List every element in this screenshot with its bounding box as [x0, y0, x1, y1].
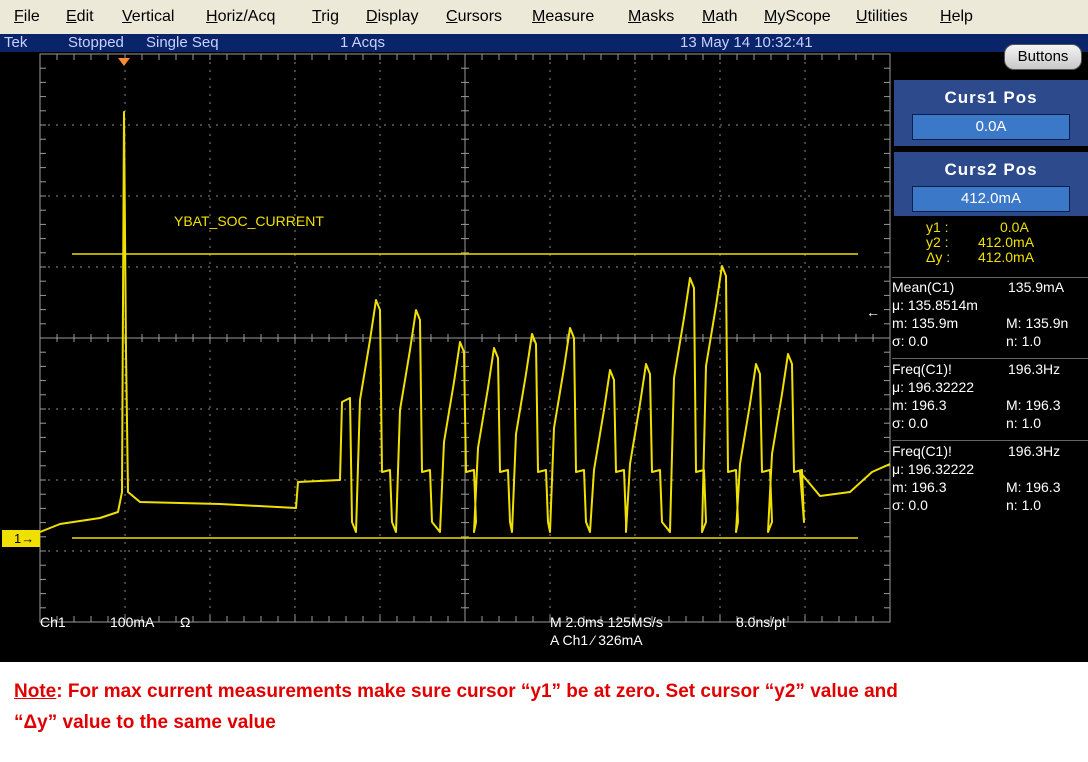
menu-myscope[interactable]: MyScope	[764, 8, 831, 25]
channel-label[interactable]: Ch1	[40, 614, 66, 630]
brand-label: Tek	[4, 34, 28, 51]
readout-label: y2 :	[926, 234, 949, 250]
meas-name: Mean(C1)	[892, 279, 955, 295]
curs1-title: Curs1 Pos	[944, 88, 1038, 107]
meas-max: M: 135.9n	[1006, 315, 1069, 331]
menu-horizacq[interactable]: Horiz/Acq	[206, 8, 276, 25]
note-text: Note: For max current measurements make …	[14, 676, 1074, 738]
meas-count: n: 1.0	[1006, 333, 1042, 349]
trace-label: YBAT_SOC_CURRENT	[174, 213, 324, 229]
meas-value: 196.3Hz	[1008, 443, 1061, 459]
curs1-pos-panel[interactable]: Curs1 Pos 0.0A	[894, 80, 1088, 146]
cursor-readout-row: y1 : 0.0A	[926, 220, 1034, 235]
ch1-ground-marker[interactable]: 1→	[2, 530, 40, 547]
meas-stddev: σ: 0.0	[892, 415, 928, 431]
readout-label: y1 :	[926, 219, 949, 235]
curs2-value-field[interactable]: 412.0mA	[912, 186, 1070, 212]
menu-measure[interactable]: Measure	[532, 8, 595, 25]
measurement-separator	[892, 277, 1088, 278]
menu-utilities[interactable]: Utilities	[856, 8, 908, 25]
meas-min: m: 196.3	[892, 479, 947, 495]
menu-display[interactable]: Display	[366, 8, 419, 25]
measurement-mean[interactable]: Mean(C1) 135.9mA μ: 135.8514m m: 135.9m M:…	[892, 278, 1088, 350]
meas-stddev: σ: 0.0	[892, 333, 928, 349]
meas-name: Freq(C1)!	[892, 443, 952, 459]
meas-max: M: 196.3	[1006, 479, 1061, 495]
measurement-pointer-icon: ←	[866, 304, 880, 320]
bottom-readout: Ch1 100mA Ω M 2.0ms 125MS/s 8.0ns/pt A C…	[0, 606, 890, 662]
menu-math[interactable]: Math	[702, 8, 738, 25]
waveform-graticule: YBAT_SOC_CURRENT	[39, 53, 891, 623]
trigger-position-marker	[118, 58, 130, 66]
note-line-2: “Δy” value to the same value	[14, 712, 276, 733]
measurement-separator	[892, 440, 1088, 441]
menu-trig[interactable]: Trig	[312, 8, 339, 25]
meas-max: M: 196.3	[1006, 397, 1061, 413]
vertical-scale[interactable]: 100mA	[110, 614, 155, 630]
acq-state: Stopped	[68, 34, 124, 51]
buttons-button[interactable]: Buttons	[1004, 44, 1082, 70]
readout-value: 0.0A	[1000, 219, 1029, 235]
menu-cursors[interactable]: Cursors	[446, 8, 503, 25]
cursor-readout: y1 : 0.0A y2 : 412.0mA Δy : 412.0mA	[926, 220, 1034, 265]
measurement-separator	[892, 358, 1088, 359]
curs2-pos-panel[interactable]: Curs2 Pos 412.0mA	[894, 152, 1088, 216]
meas-min: m: 196.3	[892, 397, 947, 413]
readout-value: 412.0mA	[978, 249, 1035, 265]
readout-value: 412.0mA	[978, 234, 1035, 250]
meas-mean: μ: 196.32222	[892, 379, 975, 395]
menu-help[interactable]: Help	[940, 8, 973, 25]
date-time: 13 May 14 10:32:41	[680, 34, 813, 51]
readout-label: Δy :	[926, 249, 951, 265]
meas-name: Freq(C1)!	[892, 361, 952, 377]
resolution-readout: 8.0ns/pt	[736, 614, 786, 630]
acq-count: 1 Acqs	[340, 34, 386, 51]
oscilloscope-display: Tek Stopped Single Seq 1 Acqs 13 May 14 …	[0, 34, 1088, 662]
note-label: Note	[14, 681, 57, 702]
cursor-readout-row: y2 : 412.0mA	[926, 235, 1034, 250]
measurement-freq-1[interactable]: Freq(C1)! 196.3Hz μ: 196.32222 m: 196.3 M:…	[892, 360, 1088, 432]
note-line-1: : For max current measurements make sure…	[56, 681, 898, 702]
status-bar: Tek Stopped Single Seq 1 Acqs 13 May 14 …	[0, 34, 1088, 52]
curs1-value-field[interactable]: 0.0A	[912, 114, 1070, 140]
meas-mean: μ: 135.8514m	[892, 297, 978, 313]
ch1-marker-label: 1	[14, 531, 22, 546]
trigger-readout[interactable]: A Ch1 ⁄ 326mA	[550, 632, 643, 648]
acq-mode: Single Seq	[146, 34, 219, 51]
meas-count: n: 1.0	[1006, 497, 1042, 513]
curs2-title: Curs2 Pos	[944, 160, 1038, 179]
menu-vertical[interactable]: Vertical	[122, 8, 175, 25]
menu-bar: File Edit Vertical Horiz/Acq Trig Display Curs…	[0, 0, 1088, 35]
menu-file[interactable]: File	[14, 8, 40, 25]
meas-value: 135.9mA	[1008, 279, 1065, 295]
menu-edit[interactable]: Edit	[66, 8, 94, 25]
impedance-icon: Ω	[180, 614, 191, 630]
meas-value: 196.3Hz	[1008, 361, 1061, 377]
meas-count: n: 1.0	[1006, 415, 1042, 431]
meas-mean: μ: 196.32222	[892, 461, 975, 477]
menu-masks[interactable]: Masks	[628, 8, 675, 25]
cursor-readout-row: Δy : 412.0mA	[926, 250, 1034, 265]
timebase-readout[interactable]: M 2.0ms 125MS/s	[550, 614, 663, 630]
meas-stddev: σ: 0.0	[892, 497, 928, 513]
ch1-waveform	[39, 111, 891, 533]
measurement-freq-2[interactable]: Freq(C1)! 196.3Hz μ: 196.32222 m: 196.3 M:…	[892, 442, 1088, 514]
meas-min: m: 135.9m	[892, 315, 959, 331]
